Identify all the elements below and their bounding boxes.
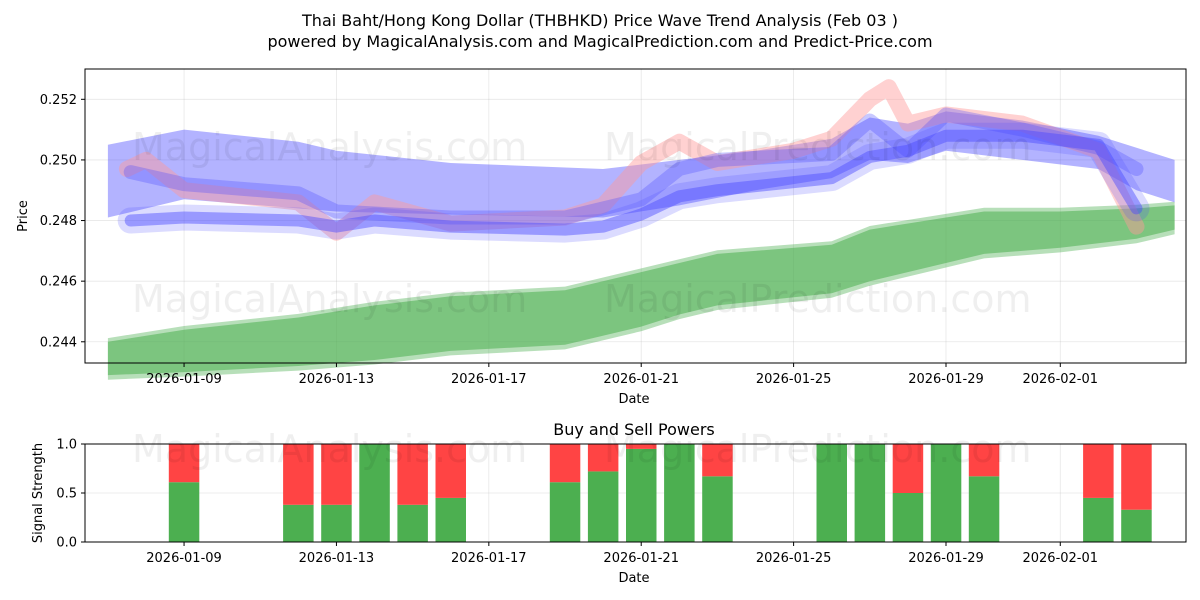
sell-bar	[892, 444, 924, 493]
blue-mid-price-wave	[124, 129, 1143, 236]
buy-sell-x-axis-label: Date	[618, 571, 649, 586]
price-y-ticks: 0.244 0.246 0.248 0.250 0.252	[40, 93, 85, 350]
price-x-tick-label: 2026-01-13	[299, 372, 375, 387]
buy-sell-x-tick-label: 2026-01-21	[603, 551, 679, 566]
price-y-tick-label: 0.244	[40, 335, 77, 350]
buy-sell-y-tick-label: 0.0	[56, 536, 77, 551]
price-x-ticks: 2026-01-09 2026-01-13 2026-01-17 2026-01-21…	[146, 363, 1098, 387]
buy-sell-x-tick-label: 2026-01-25	[756, 551, 832, 566]
buy-bar	[816, 444, 847, 542]
watermark-bottom-2: MagicalPrediction.com	[604, 427, 1032, 471]
price-series	[107, 79, 1175, 380]
blue-wave-band	[107, 111, 1175, 218]
buy-sell-title: Buy and Sell Powers	[553, 420, 715, 439]
sell-bar	[435, 444, 466, 498]
watermark-top-1: MagicalAnalysis.com	[132, 125, 527, 169]
sell-bar	[549, 444, 581, 483]
sell-bar	[397, 444, 428, 505]
buy-sell-x-tick-label: 2026-01-17	[451, 551, 527, 566]
sell-bar	[283, 444, 314, 505]
sell-bar	[626, 444, 657, 449]
chart-title-line2: powered by MagicalAnalysis.com and Magic…	[267, 32, 932, 51]
price-x-tick-label: 2026-01-25	[756, 372, 832, 387]
buy-bar	[435, 497, 466, 542]
chart-title-line1: Thai Baht/Hong Kong Dollar (THBHKD) Pric…	[301, 11, 898, 30]
buy-bar	[1083, 497, 1114, 542]
sell-bar	[168, 444, 200, 483]
price-y-axis-label: Price	[16, 200, 31, 232]
buy-sell-x-tick-label: 2026-01-13	[299, 551, 375, 566]
buy-sell-bars	[168, 444, 1152, 542]
buy-sell-y-tick-label: 1.0	[56, 438, 77, 453]
buy-sell-y-axis-label: Signal Strength	[31, 443, 46, 543]
price-wave-chart: MagicalAnalysis.com MagicalPrediction.co…	[16, 68, 1187, 407]
buy-bar	[283, 504, 314, 542]
price-plot-frame	[84, 68, 1187, 364]
buy-bar	[702, 476, 733, 542]
price-x-tick-label: 2026-01-21	[603, 372, 679, 387]
buy-bar	[587, 471, 619, 542]
buy-sell-x-tick-label: 2026-02-01	[1022, 551, 1098, 566]
price-y-tick-label: 0.252	[40, 93, 77, 108]
buy-bar	[321, 504, 352, 542]
watermark-mid-2: MagicalPrediction.com	[604, 277, 1032, 321]
green-trend-band	[107, 205, 1175, 376]
price-x-axis-label: Date	[618, 392, 649, 407]
price-x-tick-label: 2026-01-29	[908, 372, 984, 387]
pink-price-wave	[118, 79, 1145, 241]
buy-bar	[626, 448, 657, 542]
buy-sell-x-tick-label: 2026-01-29	[908, 551, 984, 566]
sell-bar	[587, 444, 619, 472]
price-x-tick-label: 2026-02-01	[1022, 372, 1098, 387]
buy-bar	[397, 504, 428, 542]
sell-bar	[1121, 444, 1152, 510]
price-y-tick-label: 0.246	[40, 275, 77, 290]
buy-sell-chart: Buy and Sell Powers MagicalAnalysis.com …	[31, 420, 1187, 586]
buy-sell-y-tick-label: 0.5	[56, 487, 77, 502]
buy-bar	[168, 482, 200, 542]
buy-bar	[664, 444, 695, 542]
watermark-top-2: MagicalPrediction.com	[604, 125, 1032, 169]
buy-sell-x-tick-label: 2026-01-09	[146, 551, 222, 566]
buy-sell-y-ticks: 0.0 0.5 1.0	[56, 438, 85, 551]
price-y-tick-label: 0.250	[40, 153, 77, 168]
buy-bar	[1121, 509, 1152, 542]
watermark-bottom-1: MagicalAnalysis.com	[132, 427, 527, 471]
price-y-tick-label: 0.248	[40, 214, 77, 229]
buy-bar	[359, 444, 390, 542]
buy-bar	[549, 482, 581, 542]
buy-bar	[968, 476, 1000, 542]
blue-upper-price-wave	[123, 107, 1144, 225]
sell-bar	[1083, 444, 1114, 498]
buy-bar	[854, 444, 886, 542]
price-x-tick-label: 2026-01-09	[146, 372, 222, 387]
buy-bar	[892, 493, 924, 542]
price-x-tick-label: 2026-01-17	[451, 372, 527, 387]
sell-bar	[968, 444, 1000, 477]
blue-mid-price-wave-outer	[117, 122, 1150, 243]
buy-sell-x-ticks: 2026-01-09 2026-01-13 2026-01-17 2026-01-21…	[146, 542, 1098, 566]
sell-bar	[702, 444, 733, 477]
sell-bar	[321, 444, 352, 505]
watermark-mid-1: MagicalAnalysis.com	[132, 277, 527, 321]
buy-bar	[930, 444, 962, 542]
